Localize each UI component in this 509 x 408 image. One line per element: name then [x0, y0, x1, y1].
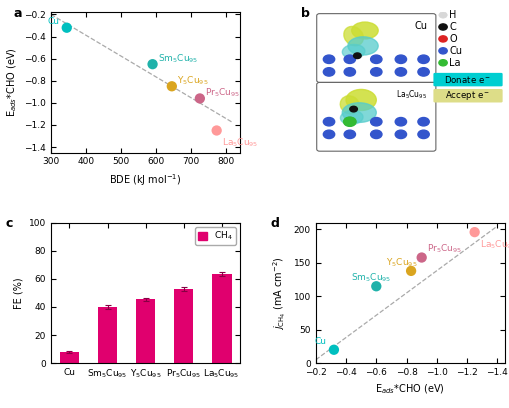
- Y-axis label: FE (%): FE (%): [13, 277, 23, 309]
- Circle shape: [344, 130, 355, 139]
- Text: Cu: Cu: [448, 46, 462, 56]
- Circle shape: [370, 118, 381, 126]
- Circle shape: [349, 106, 357, 112]
- Point: [406, 268, 414, 274]
- Text: O: O: [448, 34, 456, 44]
- Circle shape: [370, 55, 381, 64]
- Point: [167, 83, 176, 89]
- Circle shape: [438, 60, 446, 66]
- Point: [372, 283, 380, 290]
- X-axis label: E$_{ads}$*CHO (eV): E$_{ads}$*CHO (eV): [375, 383, 444, 396]
- Text: a: a: [13, 7, 22, 20]
- Text: La: La: [448, 58, 460, 68]
- Point: [63, 24, 71, 31]
- FancyBboxPatch shape: [433, 89, 502, 102]
- Circle shape: [323, 55, 334, 64]
- Circle shape: [438, 12, 446, 18]
- Text: Cu: Cu: [314, 337, 326, 346]
- Bar: [211, 274, 231, 363]
- Circle shape: [417, 55, 429, 64]
- Circle shape: [323, 68, 334, 76]
- Point: [470, 229, 478, 235]
- Circle shape: [344, 68, 355, 76]
- Text: C: C: [448, 22, 456, 32]
- Ellipse shape: [340, 96, 359, 114]
- Point: [195, 95, 204, 102]
- Circle shape: [438, 24, 446, 30]
- Circle shape: [417, 68, 429, 76]
- Legend: CH$_4$: CH$_4$: [195, 227, 235, 245]
- Circle shape: [417, 130, 429, 139]
- Ellipse shape: [347, 37, 378, 55]
- Ellipse shape: [342, 103, 376, 122]
- Point: [148, 61, 156, 67]
- Text: Donate e$^-$: Donate e$^-$: [444, 74, 491, 85]
- Ellipse shape: [342, 44, 364, 59]
- Text: Pr$_5$Cu$_{95}$: Pr$_5$Cu$_{95}$: [427, 243, 461, 255]
- Ellipse shape: [346, 89, 376, 111]
- Text: Cu: Cu: [47, 17, 59, 26]
- Ellipse shape: [351, 22, 378, 39]
- Ellipse shape: [340, 111, 362, 124]
- Text: Sm$_5$Cu$_{95}$: Sm$_5$Cu$_{95}$: [351, 272, 391, 284]
- Circle shape: [353, 53, 360, 59]
- Text: Pr$_5$Cu$_{95}$: Pr$_5$Cu$_{95}$: [205, 86, 240, 99]
- Bar: [174, 289, 193, 363]
- Text: Sm$_5$Cu$_{95}$: Sm$_5$Cu$_{95}$: [158, 52, 198, 65]
- Text: La$_5$Cu$_{95}$: La$_5$Cu$_{95}$: [222, 137, 258, 149]
- Text: Cu: Cu: [413, 21, 427, 31]
- Circle shape: [344, 55, 355, 64]
- Bar: [60, 352, 79, 363]
- Point: [212, 127, 220, 134]
- Y-axis label: E$_{ads}$*CHO (eV): E$_{ads}$*CHO (eV): [5, 47, 19, 118]
- Circle shape: [323, 118, 334, 126]
- Circle shape: [438, 48, 446, 54]
- FancyBboxPatch shape: [433, 73, 502, 86]
- Text: La$_5$Cu$_{95}$: La$_5$Cu$_{95}$: [395, 89, 427, 101]
- Ellipse shape: [343, 27, 362, 46]
- Text: Y$_5$Cu$_{95}$: Y$_5$Cu$_{95}$: [385, 256, 417, 269]
- Text: Accept e$^-$: Accept e$^-$: [444, 89, 490, 102]
- Circle shape: [417, 118, 429, 126]
- X-axis label: BDE (kJ mol$^{-1}$): BDE (kJ mol$^{-1}$): [109, 172, 181, 188]
- Text: d: d: [270, 217, 279, 230]
- Text: La$_5$Cu$_{95}$: La$_5$Cu$_{95}$: [479, 238, 509, 251]
- Circle shape: [370, 130, 381, 139]
- Bar: [135, 299, 155, 363]
- Circle shape: [394, 55, 406, 64]
- Y-axis label: $\it{j}_{\rm{CH_4}}$ (mA cm$^{-2}$): $\it{j}_{\rm{CH_4}}$ (mA cm$^{-2}$): [271, 256, 288, 330]
- Point: [329, 346, 337, 353]
- FancyBboxPatch shape: [316, 82, 435, 151]
- FancyBboxPatch shape: [316, 13, 435, 82]
- Bar: [97, 307, 117, 363]
- Circle shape: [394, 130, 406, 139]
- Circle shape: [394, 118, 406, 126]
- Circle shape: [438, 36, 446, 42]
- Circle shape: [370, 68, 381, 76]
- Circle shape: [323, 130, 334, 139]
- Point: [417, 254, 425, 261]
- Text: b: b: [300, 7, 309, 20]
- Text: H: H: [448, 10, 456, 20]
- Text: c: c: [6, 217, 13, 230]
- Text: Y$_5$Cu$_{95}$: Y$_5$Cu$_{95}$: [177, 75, 209, 87]
- Circle shape: [344, 118, 355, 126]
- Circle shape: [394, 68, 406, 76]
- Circle shape: [343, 117, 355, 126]
